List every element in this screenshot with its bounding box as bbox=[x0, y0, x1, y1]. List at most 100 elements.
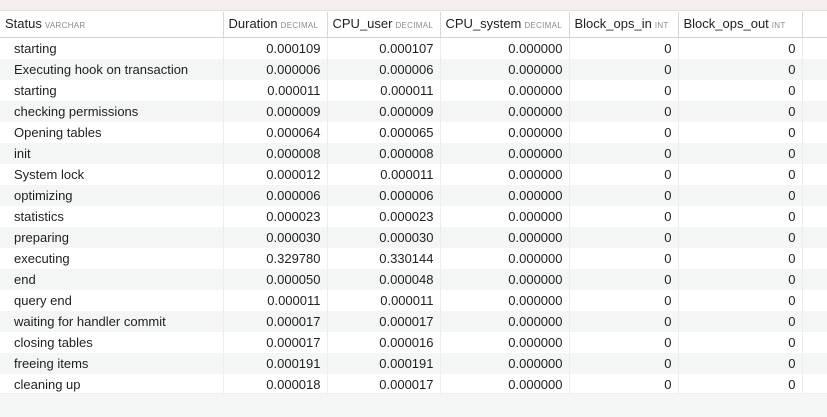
status-cell[interactable]: System lock bbox=[0, 164, 224, 185]
column-header-cpu-user[interactable]: CPU_user DECIMAL bbox=[327, 12, 441, 38]
cpu-user-cell[interactable]: 0.000107 bbox=[327, 37, 441, 59]
block-ops-in-cell[interactable]: 0 bbox=[569, 37, 679, 59]
table-row[interactable]: System lock 0.000012 0.000011 0.000000 0 0 bbox=[0, 164, 827, 185]
status-cell[interactable]: freeing items bbox=[0, 353, 224, 374]
block-ops-out-cell[interactable]: 0 bbox=[678, 311, 803, 332]
table-row[interactable]: end 0.000050 0.000048 0.000000 0 0 bbox=[0, 269, 827, 290]
table-row[interactable]: starting 0.000109 0.000107 0.000000 0 0 bbox=[0, 37, 827, 59]
cpu-user-cell[interactable]: 0.000017 bbox=[327, 374, 441, 395]
table-row[interactable]: executing 0.329780 0.330144 0.000000 0 0 bbox=[0, 248, 827, 269]
cpu-system-cell[interactable]: 0.000000 bbox=[440, 101, 570, 122]
cpu-system-cell[interactable]: 0.000000 bbox=[440, 248, 570, 269]
duration-cell[interactable]: 0.000017 bbox=[223, 311, 328, 332]
cpu-user-cell[interactable]: 0.000048 bbox=[327, 269, 441, 290]
block-ops-in-cell[interactable]: 0 bbox=[569, 185, 679, 206]
column-header-duration[interactable]: Duration DECIMAL bbox=[223, 12, 328, 38]
block-ops-out-cell[interactable]: 0 bbox=[678, 353, 803, 374]
block-ops-out-cell[interactable]: 0 bbox=[678, 143, 803, 164]
cpu-user-cell[interactable]: 0.000008 bbox=[327, 143, 441, 164]
table-row[interactable]: query end 0.000011 0.000011 0.000000 0 0 bbox=[0, 290, 827, 311]
cpu-system-cell[interactable]: 0.000000 bbox=[440, 59, 570, 80]
column-header-status[interactable]: Status VARCHAR bbox=[0, 12, 224, 38]
block-ops-in-cell[interactable]: 0 bbox=[569, 101, 679, 122]
cpu-user-cell[interactable]: 0.000030 bbox=[327, 227, 441, 248]
duration-cell[interactable]: 0.329780 bbox=[223, 248, 328, 269]
block-ops-in-cell[interactable]: 0 bbox=[569, 332, 679, 353]
table-row[interactable]: starting 0.000011 0.000011 0.000000 0 0 bbox=[0, 80, 827, 101]
duration-cell[interactable]: 0.000006 bbox=[223, 59, 328, 80]
duration-cell[interactable]: 0.000023 bbox=[223, 206, 328, 227]
table-row[interactable]: preparing 0.000030 0.000030 0.000000 0 0 bbox=[0, 227, 827, 248]
block-ops-out-cell[interactable]: 0 bbox=[678, 122, 803, 143]
block-ops-out-cell[interactable]: 0 bbox=[678, 59, 803, 80]
cpu-system-cell[interactable]: 0.000000 bbox=[440, 311, 570, 332]
cpu-system-cell[interactable]: 0.000000 bbox=[440, 143, 570, 164]
duration-cell[interactable]: 0.000109 bbox=[223, 37, 328, 59]
status-cell[interactable]: checking permissions bbox=[0, 101, 224, 122]
status-cell[interactable]: executing bbox=[0, 248, 224, 269]
status-cell[interactable]: init bbox=[0, 143, 224, 164]
block-ops-in-cell[interactable]: 0 bbox=[569, 353, 679, 374]
cpu-user-cell[interactable]: 0.000011 bbox=[327, 80, 441, 101]
block-ops-in-cell[interactable]: 0 bbox=[569, 80, 679, 101]
cpu-user-cell[interactable]: 0.000006 bbox=[327, 185, 441, 206]
table-row[interactable]: waiting for handler commit 0.000017 0.0000… bbox=[0, 311, 827, 332]
duration-cell[interactable]: 0.000017 bbox=[223, 332, 328, 353]
table-row[interactable]: closing tables 0.000017 0.000016 0.000000 0 0 bbox=[0, 332, 827, 353]
table-row[interactable]: freeing items 0.000191 0.000191 0.000000 0 0 bbox=[0, 353, 827, 374]
table-row[interactable]: statistics 0.000023 0.000023 0.000000 0 0 bbox=[0, 206, 827, 227]
cpu-system-cell[interactable]: 0.000000 bbox=[440, 290, 570, 311]
status-cell[interactable]: starting bbox=[0, 80, 224, 101]
status-cell[interactable]: cleaning up bbox=[0, 374, 224, 395]
cpu-user-cell[interactable]: 0.000006 bbox=[327, 59, 441, 80]
block-ops-in-cell[interactable]: 0 bbox=[569, 143, 679, 164]
cpu-system-cell[interactable]: 0.000000 bbox=[440, 206, 570, 227]
block-ops-out-cell[interactable]: 0 bbox=[678, 185, 803, 206]
column-header-empty[interactable] bbox=[802, 12, 827, 38]
cpu-system-cell[interactable]: 0.000000 bbox=[440, 269, 570, 290]
duration-cell[interactable]: 0.000008 bbox=[223, 143, 328, 164]
status-cell[interactable]: waiting for handler commit bbox=[0, 311, 224, 332]
cpu-user-cell[interactable]: 0.000065 bbox=[327, 122, 441, 143]
block-ops-in-cell[interactable]: 0 bbox=[569, 374, 679, 395]
column-header-cpu-system[interactable]: CPU_system DECIMAL bbox=[440, 12, 570, 38]
block-ops-out-cell[interactable]: 0 bbox=[678, 37, 803, 59]
cpu-user-cell[interactable]: 0.000011 bbox=[327, 164, 441, 185]
cpu-system-cell[interactable]: 0.000000 bbox=[440, 227, 570, 248]
duration-cell[interactable]: 0.000050 bbox=[223, 269, 328, 290]
table-row[interactable]: Opening tables 0.000064 0.000065 0.000000 0 0 bbox=[0, 122, 827, 143]
status-cell[interactable]: end bbox=[0, 269, 224, 290]
cpu-system-cell[interactable]: 0.000000 bbox=[440, 185, 570, 206]
duration-cell[interactable]: 0.000018 bbox=[223, 374, 328, 395]
block-ops-in-cell[interactable]: 0 bbox=[569, 206, 679, 227]
table-row[interactable]: optimizing 0.000006 0.000006 0.000000 0 0 bbox=[0, 185, 827, 206]
block-ops-out-cell[interactable]: 0 bbox=[678, 164, 803, 185]
block-ops-out-cell[interactable]: 0 bbox=[678, 269, 803, 290]
cpu-user-cell[interactable]: 0.000023 bbox=[327, 206, 441, 227]
duration-cell[interactable]: 0.000030 bbox=[223, 227, 328, 248]
block-ops-out-cell[interactable]: 0 bbox=[678, 374, 803, 395]
block-ops-out-cell[interactable]: 0 bbox=[678, 80, 803, 101]
duration-cell[interactable]: 0.000006 bbox=[223, 185, 328, 206]
cpu-system-cell[interactable]: 0.000000 bbox=[440, 353, 570, 374]
cpu-system-cell[interactable]: 0.000000 bbox=[440, 122, 570, 143]
block-ops-out-cell[interactable]: 0 bbox=[678, 332, 803, 353]
block-ops-in-cell[interactable]: 0 bbox=[569, 269, 679, 290]
cpu-system-cell[interactable]: 0.000000 bbox=[440, 332, 570, 353]
cpu-user-cell[interactable]: 0.000191 bbox=[327, 353, 441, 374]
table-row[interactable]: init 0.000008 0.000008 0.000000 0 0 bbox=[0, 143, 827, 164]
cpu-system-cell[interactable]: 0.000000 bbox=[440, 164, 570, 185]
table-row[interactable]: checking permissions 0.000009 0.000009 0.00… bbox=[0, 101, 827, 122]
status-cell[interactable]: Opening tables bbox=[0, 122, 224, 143]
cpu-system-cell[interactable]: 0.000000 bbox=[440, 374, 570, 395]
column-header-block-ops-out[interactable]: Block_ops_out INT bbox=[678, 12, 803, 38]
cpu-user-cell[interactable]: 0.000011 bbox=[327, 290, 441, 311]
duration-cell[interactable]: 0.000009 bbox=[223, 101, 328, 122]
cpu-user-cell[interactable]: 0.000009 bbox=[327, 101, 441, 122]
duration-cell[interactable]: 0.000011 bbox=[223, 80, 328, 101]
block-ops-in-cell[interactable]: 0 bbox=[569, 164, 679, 185]
block-ops-out-cell[interactable]: 0 bbox=[678, 248, 803, 269]
duration-cell[interactable]: 0.000012 bbox=[223, 164, 328, 185]
duration-cell[interactable]: 0.000064 bbox=[223, 122, 328, 143]
table-row[interactable]: Executing hook on transaction 0.000006 0.0… bbox=[0, 59, 827, 80]
